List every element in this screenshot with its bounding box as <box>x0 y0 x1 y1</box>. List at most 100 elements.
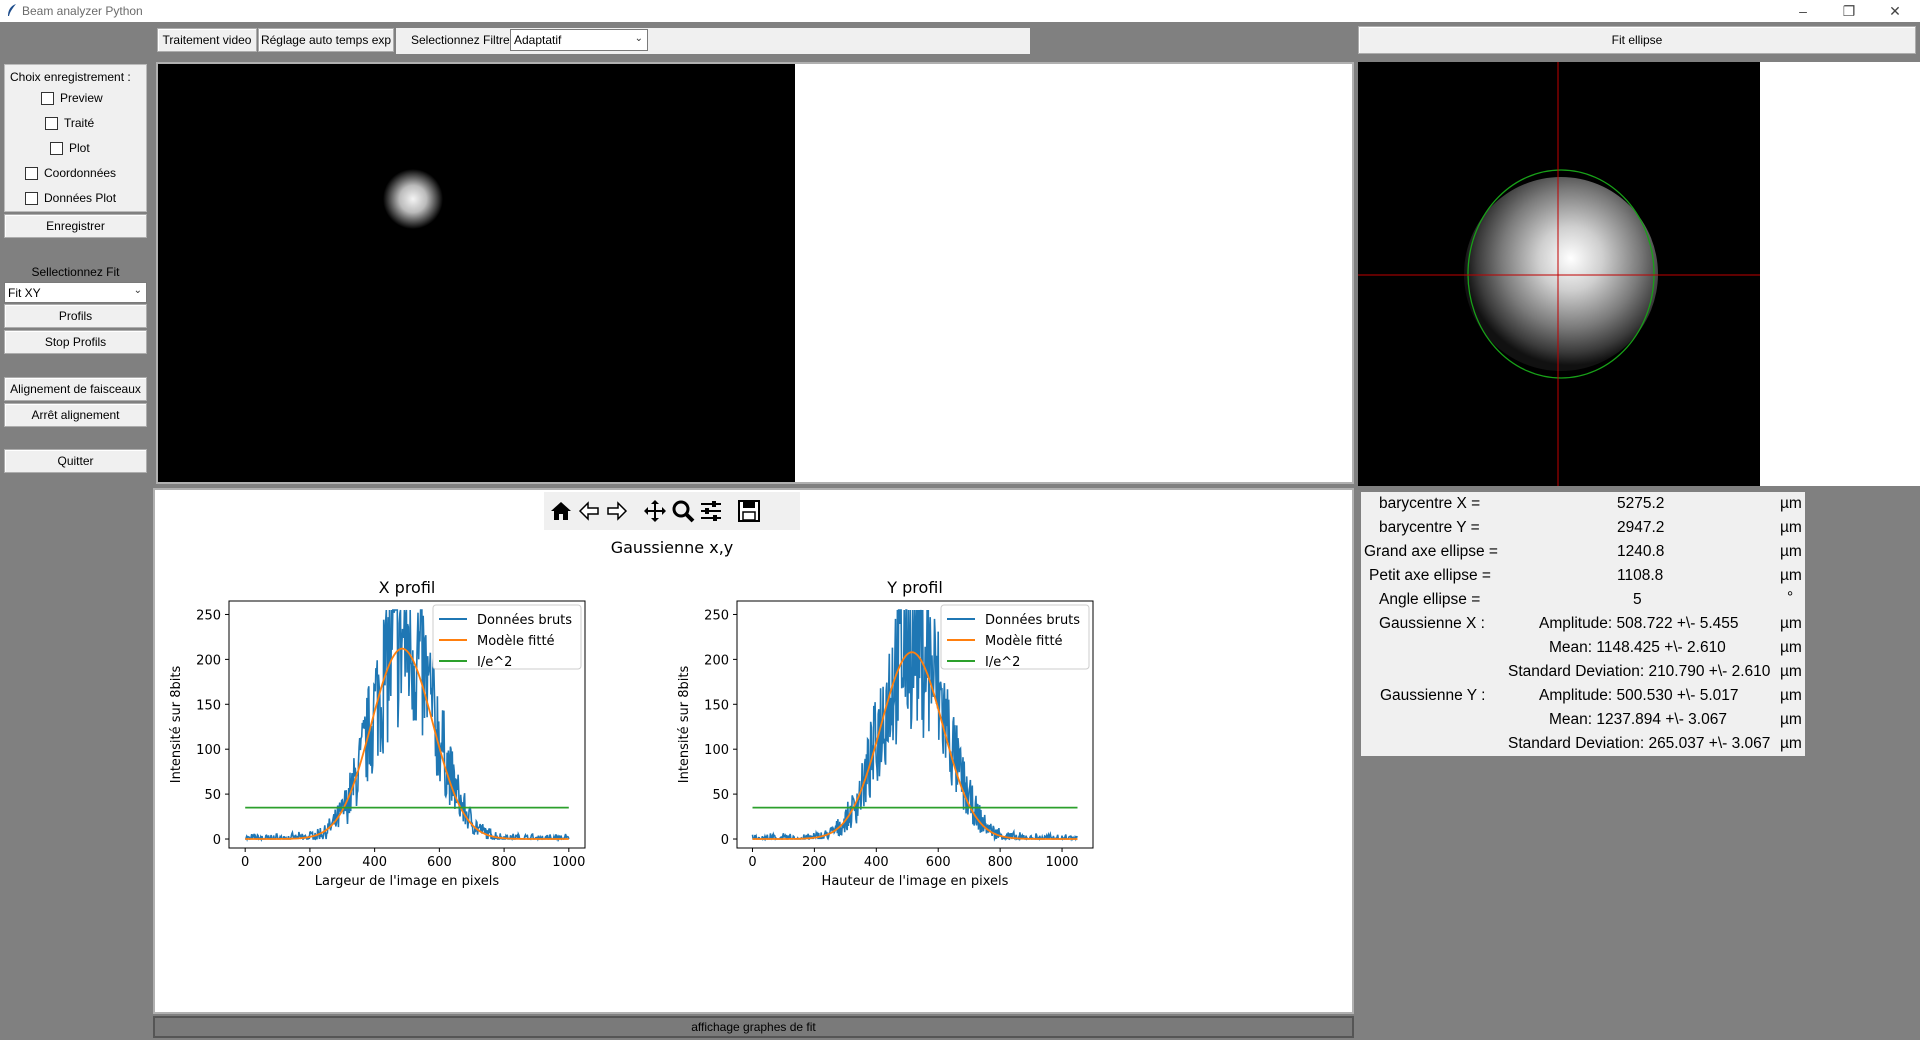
checkbox-donnees-plot[interactable]: Données Plot <box>25 191 116 205</box>
gaussian-x-std: Standard Deviation: 210.790 +\- 2.610 <box>1508 663 1771 680</box>
result-unit: µm <box>1780 663 1802 680</box>
checkbox-box[interactable] <box>45 116 58 130</box>
x-tick-label: 600 <box>427 855 452 870</box>
window-title: Beam analyzer Python <box>22 4 143 18</box>
home-icon[interactable] <box>546 496 576 526</box>
fit-ellipse-image <box>1358 62 1760 486</box>
y-tick-label: 50 <box>204 788 221 803</box>
save-icon[interactable] <box>734 496 764 526</box>
x-tick-label: 0 <box>241 855 249 870</box>
result-unit: µm <box>1780 735 1802 752</box>
legend-label: Données bruts <box>477 613 572 628</box>
legend-box <box>432 604 582 670</box>
restore-icon[interactable]: ❐ <box>1842 3 1856 19</box>
stop-alignment-button[interactable]: Arrêt alignement <box>4 403 147 427</box>
series-line <box>752 651 1078 840</box>
filter-select[interactable]: Adaptatif ⌄ <box>510 29 648 51</box>
result-unit: µm <box>1780 639 1802 656</box>
profils-button[interactable]: Profils <box>4 304 147 328</box>
y-tick-label: 100 <box>704 743 729 758</box>
result-label: barycentre X = <box>1379 495 1481 512</box>
result-unit: µm <box>1780 519 1802 536</box>
results-panel: barycentre X = 5275.2 µm barycentre Y = … <box>1361 492 1805 756</box>
result-value: 1240.8 <box>1617 543 1665 560</box>
result-unit: µm <box>1780 567 1802 584</box>
quit-button[interactable]: Quitter <box>4 449 147 473</box>
checkbox-box[interactable] <box>25 191 38 205</box>
camera-view <box>158 64 795 482</box>
result-unit: µm <box>1780 687 1802 704</box>
traitement-video-button[interactable]: Traitement video <box>157 28 257 52</box>
y-tick-label: 150 <box>196 698 221 713</box>
checkbox-traite[interactable]: Traité <box>45 116 94 130</box>
fit-select-value: Fit XY <box>8 285 41 300</box>
fit-graphs-panel <box>153 488 1354 1014</box>
series-line <box>751 609 1079 842</box>
legend-box <box>940 604 1090 670</box>
y-tick-label: 250 <box>704 608 729 623</box>
checkbox-label: Données Plot <box>44 191 117 205</box>
checkbox-plot[interactable]: Plot <box>50 141 90 155</box>
x-tick-label: 1000 <box>1045 855 1078 870</box>
checkbox-label: Traité <box>64 116 95 130</box>
x-tick-label: 400 <box>362 855 387 870</box>
auto-exposure-button[interactable]: Réglage auto temps exp <box>258 28 394 52</box>
checkbox-preview[interactable]: Preview <box>41 91 103 105</box>
chart-suptitle: Gaussienne x,y <box>611 538 734 557</box>
x-tick-label: 0 <box>748 855 756 870</box>
legend-label: Données bruts <box>985 613 1080 628</box>
pan-icon[interactable] <box>640 496 670 526</box>
x-axis-label: Largeur de l'image en pixels <box>315 874 500 889</box>
stop-profils-button[interactable]: Stop Profils <box>4 330 147 354</box>
y-tick-label: 150 <box>704 698 729 713</box>
x-tick-label: 200 <box>297 855 322 870</box>
result-unit: µm <box>1780 543 1802 560</box>
y-axis-label: Intensité sur 8bits <box>677 666 692 784</box>
x-tick-label: 800 <box>492 855 517 870</box>
beam-spot-image <box>383 169 443 229</box>
legend-label: I/e^2 <box>985 655 1020 670</box>
title-bar: Beam analyzer Python – ❐ ✕ <box>0 0 1920 22</box>
back-arrow-icon[interactable] <box>574 496 604 526</box>
fit-ellipse-view <box>1358 62 1760 486</box>
result-unit: µm <box>1780 615 1802 632</box>
zoom-icon[interactable] <box>668 496 698 526</box>
checkbox-label: Plot <box>69 141 90 155</box>
gaussian-x-label: Gaussienne X : <box>1379 615 1485 632</box>
configure-icon[interactable] <box>696 496 726 526</box>
result-unit: µm <box>1780 495 1802 512</box>
filter-select-value: Adaptatif <box>514 33 562 47</box>
checkbox-coordonnees[interactable]: Coordonnées <box>25 166 116 180</box>
checkbox-box[interactable] <box>50 141 63 155</box>
plot-frame <box>228 600 586 849</box>
filter-bar: Selectionnez Filtre Adaptatif ⌄ <box>396 28 1030 54</box>
fit-select[interactable]: Fit XY ⌄ <box>4 282 147 303</box>
fit-ellipse-button[interactable]: Fit ellipse <box>1358 26 1916 54</box>
x-tick-label: 200 <box>802 855 827 870</box>
result-label: barycentre Y = <box>1379 519 1480 536</box>
checkbox-label: Preview <box>60 91 103 105</box>
x-tick-label: 1000 <box>552 855 585 870</box>
plot-frame <box>736 600 1094 849</box>
checkbox-box[interactable] <box>25 166 38 180</box>
result-label: Grand axe ellipse = <box>1364 543 1498 560</box>
record-options-panel: Choix enregistrement : Preview Traité Pl… <box>4 64 147 212</box>
legend-label: Modèle fitté <box>985 634 1063 649</box>
forward-arrow-icon[interactable] <box>602 496 632 526</box>
close-icon[interactable]: ✕ <box>1889 3 1901 19</box>
gaussian-x-amplitude: Amplitude: 508.722 +\- 5.455 <box>1539 615 1739 632</box>
y-tick-label: 0 <box>721 833 729 848</box>
x-axis-label: Hauteur de l'image en pixels <box>822 874 1009 889</box>
beam-alignment-button[interactable]: Alignement de faisceaux <box>4 377 147 401</box>
save-record-button[interactable]: Enregistrer <box>4 214 147 238</box>
gaussian-y-mean: Mean: 1237.894 +\- 3.067 <box>1549 711 1727 728</box>
minimize-icon[interactable]: – <box>1799 3 1807 19</box>
legend-label: Modèle fitté <box>477 634 555 649</box>
chart-title: Y profil <box>886 578 943 597</box>
result-label: Petit axe ellipse = <box>1369 567 1491 584</box>
result-value: 2947.2 <box>1617 519 1665 536</box>
legend-label: I/e^2 <box>477 655 512 670</box>
checkbox-box[interactable] <box>41 91 54 105</box>
result-unit: µm <box>1780 711 1802 728</box>
x-tick-label: 600 <box>926 855 951 870</box>
